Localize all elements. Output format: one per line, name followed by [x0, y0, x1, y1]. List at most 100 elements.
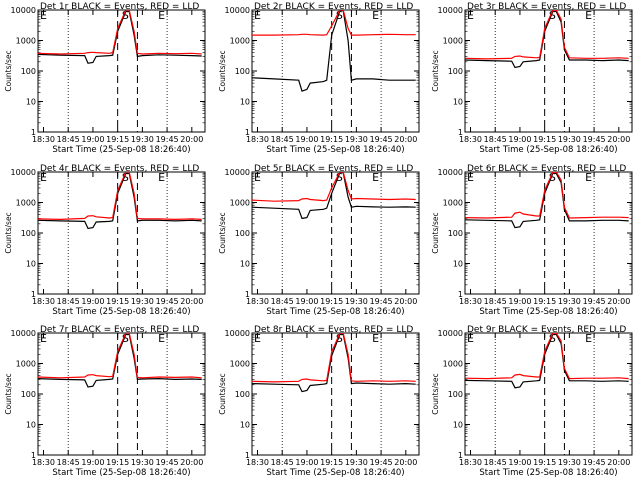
x-tick-label: 18:30: [246, 458, 269, 467]
x-tick-label: 19:15: [320, 135, 343, 144]
x-tick-label: 18:45: [271, 458, 294, 467]
y-tick-label: 1000: [443, 37, 463, 46]
marker-label-right: E: [585, 332, 592, 345]
y-tick-label: 1: [245, 290, 250, 299]
marker-label-left: E: [254, 9, 261, 22]
y-axis-label: Counts/sec: [4, 373, 13, 414]
marker-label-left: E: [254, 332, 261, 345]
x-tick-label: 19:30: [345, 297, 368, 306]
y-tick-label: 10: [240, 260, 250, 269]
x-tick-label: 18:30: [459, 297, 482, 306]
marker-label-left: E: [467, 9, 474, 22]
x-tick-label: 18:45: [57, 297, 80, 306]
x-axis-label: Start Time (25-Sep-08 18:26:40): [266, 307, 404, 317]
y-tick-label: 100: [21, 229, 36, 238]
x-tick-label: 20:00: [180, 135, 203, 144]
plot-frame: [464, 171, 633, 295]
panel-title: Det 8r BLACK = Events, RED = LLD: [254, 325, 413, 335]
series-lld: [38, 10, 202, 55]
marker-label-left: E: [40, 171, 47, 184]
series-lld: [465, 172, 629, 219]
marker-label-start: S: [122, 9, 129, 22]
y-tick-label: 10000: [438, 6, 463, 15]
marker-label-right: E: [372, 9, 379, 22]
y-tick-label: 1: [245, 128, 250, 137]
plot-frame: [464, 9, 633, 133]
y-axis-label: Counts/sec: [431, 373, 440, 414]
x-tick-label: 19:00: [81, 297, 104, 306]
y-tick-label: 10000: [438, 168, 463, 177]
x-tick-label: 19:15: [533, 297, 556, 306]
y-tick-label: 1000: [16, 360, 36, 369]
x-tick-label: 19:45: [156, 135, 179, 144]
x-tick-label: 18:30: [32, 297, 55, 306]
x-axis-label: Start Time (25-Sep-08 18:26:40): [52, 307, 190, 317]
panel-title: Det 6r BLACK = Events, RED = LLD: [467, 164, 626, 174]
x-tick-label: 19:30: [131, 297, 154, 306]
panel-title: Det 4r BLACK = Events, RED = LLD: [40, 164, 199, 174]
marker-label-right: E: [585, 9, 592, 22]
y-axis-label: Counts/sec: [218, 212, 227, 253]
x-tick-label: 19:30: [131, 458, 154, 467]
series-events: [465, 10, 629, 69]
y-tick-label: 1000: [230, 37, 250, 46]
y-tick-label: 100: [448, 67, 463, 76]
x-tick-label: 19:30: [345, 135, 368, 144]
y-tick-label: 1000: [443, 360, 463, 369]
series-lld: [252, 333, 416, 383]
y-tick-label: 100: [21, 67, 36, 76]
x-tick-label: 20:00: [607, 297, 630, 306]
marker-label-left: E: [254, 171, 261, 184]
marker-label-left: E: [467, 332, 474, 345]
x-tick-label: 19:15: [106, 458, 129, 467]
x-tick-label: 18:45: [271, 135, 294, 144]
panel-title: Det 9r BLACK = Events, RED = LLD: [467, 325, 626, 335]
x-tick-label: 18:45: [57, 135, 80, 144]
marker-label-start: S: [336, 171, 343, 184]
y-tick-label: 1000: [443, 199, 463, 208]
x-tick-label: 20:00: [394, 458, 417, 467]
y-tick-label: 10: [453, 421, 463, 430]
x-tick-label: 18:45: [57, 458, 80, 467]
x-tick-label: 20:00: [180, 458, 203, 467]
y-tick-label: 10000: [11, 6, 36, 15]
panel-title: Det 3r BLACK = Events, RED = LLD: [467, 2, 626, 12]
marker-label-left: E: [40, 9, 47, 22]
plot-frame: [37, 332, 206, 456]
series-lld: [465, 333, 629, 380]
marker-label-start: S: [336, 9, 343, 22]
y-tick-label: 10000: [11, 168, 36, 177]
plot-frame: [251, 332, 420, 456]
y-tick-label: 100: [448, 229, 463, 238]
x-tick-label: 20:00: [394, 297, 417, 306]
x-tick-label: 19:30: [558, 135, 581, 144]
y-tick-label: 1000: [230, 360, 250, 369]
x-tick-label: 19:15: [533, 458, 556, 467]
x-tick-label: 19:30: [558, 458, 581, 467]
y-tick-label: 10: [26, 421, 36, 430]
x-tick-label: 19:00: [295, 297, 318, 306]
y-tick-label: 1: [458, 451, 463, 460]
series-events: [38, 172, 202, 230]
x-tick-label: 18:45: [484, 135, 507, 144]
panel-title: Det 1r BLACK = Events, RED = LLD: [40, 2, 199, 12]
y-tick-label: 10000: [225, 168, 250, 177]
y-tick-label: 10: [26, 98, 36, 107]
marker-label-right: E: [158, 332, 165, 345]
y-axis-label: Counts/sec: [431, 50, 440, 91]
marker-label-right: E: [372, 332, 379, 345]
y-tick-label: 10000: [11, 329, 36, 338]
x-tick-label: 19:00: [508, 458, 531, 467]
x-axis-label: Start Time (25-Sep-08 18:26:40): [266, 468, 404, 478]
x-tick-label: 20:00: [180, 297, 203, 306]
marker-label-right: E: [158, 9, 165, 22]
x-tick-label: 18:30: [246, 297, 269, 306]
y-axis-label: Counts/sec: [218, 373, 227, 414]
y-tick-label: 100: [235, 67, 250, 76]
